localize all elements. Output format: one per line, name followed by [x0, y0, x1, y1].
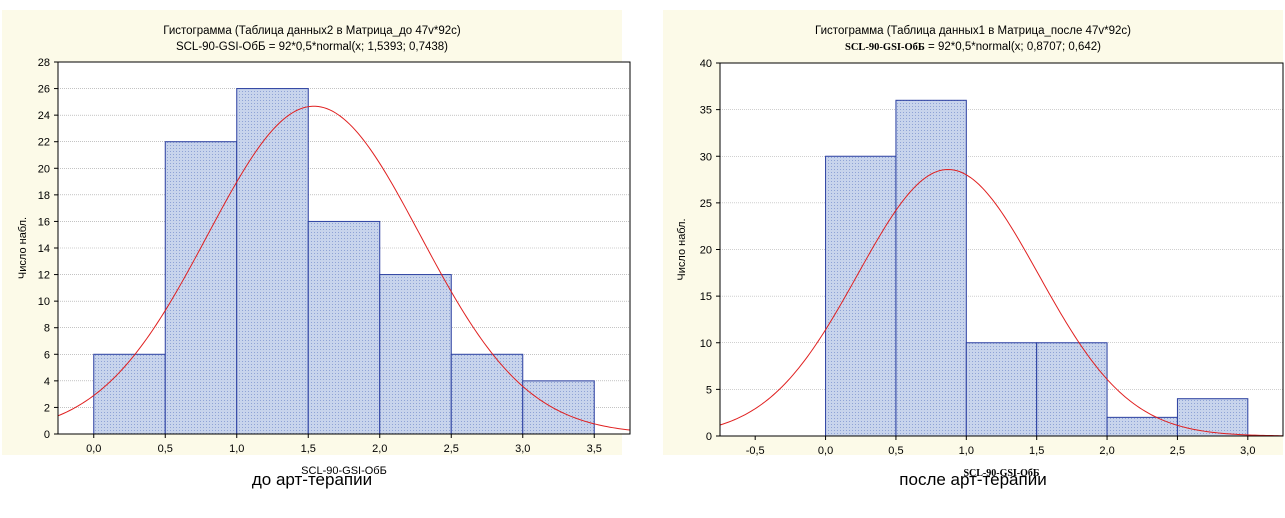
x-tick-label: 1,5 [1029, 445, 1044, 457]
x-axis-label: SCL-90-GSI-ОбБ [301, 465, 387, 477]
x-tick-label: 3,5 [587, 443, 602, 455]
y-tick-label: 14 [38, 243, 50, 255]
chart-subtitle: SCL-90-GSI-ОбБ = 92*0,5*normal(x; 1,5393… [175, 41, 449, 53]
subtitle-variable: SCL-90-GSI-ОбБ [844, 42, 925, 53]
histogram-panel-before: Гистограмма (Таблица данных2 в Матрица_д… [2, 10, 631, 477]
histogram-bar [1106, 416, 1178, 437]
x-tick-label: 0,5 [158, 443, 173, 455]
histogram-bar [825, 155, 897, 437]
y-tick-label: 15 [700, 291, 712, 303]
y-tick-label: 16 [38, 216, 50, 228]
subtitle-formula: = 92*0,5*normal(x; 0,8707; 0,642) [924, 41, 1101, 53]
y-tick-label: 12 [38, 270, 50, 282]
histogram-bar [450, 353, 524, 435]
x-tick-label: 1,0 [959, 445, 974, 457]
y-tick-label: 2 [44, 402, 50, 414]
histogram-chart-after: 0 5 10 15 20 25 30 35 40 -0,5 0,0 0,5 1,0 1,5 2,0 2,5 3,… [676, 58, 1284, 479]
x-tick-label: 2,0 [372, 443, 387, 455]
x-tick-label: 3,0 [1240, 445, 1255, 457]
x-tick-label: 0,0 [86, 443, 101, 455]
histogram-bar [965, 342, 1038, 437]
y-tick-label: 6 [44, 349, 50, 361]
x-tick-label: 3,0 [515, 443, 530, 455]
histogram-bar [1036, 342, 1108, 437]
x-tick-label: 2,0 [1099, 445, 1114, 457]
x-tick-label: -0,5 [746, 445, 765, 457]
y-tick-label: 22 [38, 137, 50, 149]
x-tick-label: 1,5 [301, 443, 316, 455]
chart-subtitle: SCL-90-GSI-ОбБ = 92*0,5*normal(x; 0,8707… [663, 41, 1283, 53]
caption-after: после арт-терапии [899, 470, 1047, 489]
histogram-bar [164, 141, 238, 435]
y-tick-label: 0 [44, 429, 50, 441]
x-tick-label: 0,0 [818, 445, 833, 457]
y-tick-label: 10 [38, 296, 50, 308]
histogram-bar [522, 380, 595, 435]
histogram-bar [379, 274, 452, 435]
caption-before: до арт-терапии [251, 470, 373, 489]
y-tick-label: 25 [700, 198, 712, 210]
y-tick-label: 10 [700, 338, 712, 350]
histogram-bar [1176, 398, 1249, 437]
plot-frame [719, 62, 1284, 437]
histogram-bar [236, 88, 309, 435]
y-tick-label: 0 [706, 431, 712, 443]
normal-fit-curve [57, 105, 631, 431]
y-tick-label: 28 [38, 57, 50, 69]
y-tick-label: 4 [44, 376, 50, 388]
histogram-bar [895, 99, 967, 437]
y-tick-label: 20 [700, 245, 712, 257]
histogram-panel-after: Гистограмма (Таблица данных1 в Матрица_п… [663, 10, 1284, 479]
y-axis-label: Число набл. [17, 217, 29, 279]
histogram-bar [93, 353, 166, 435]
y-tick-label: 24 [38, 110, 50, 122]
y-tick-label: 8 [44, 323, 50, 335]
y-tick-label: 26 [38, 84, 50, 96]
y-tick-label: 5 [706, 384, 712, 396]
x-axis-label: SCL-90-GSI-ОбБ [963, 468, 1039, 479]
y-tick-label: 20 [38, 163, 50, 175]
normal-fit-curve [719, 168, 1284, 437]
plot-frame [57, 61, 631, 435]
y-tick-label: 18 [38, 190, 50, 202]
x-tick-label: 1,0 [229, 443, 244, 455]
y-tick-label: 30 [700, 151, 712, 163]
y-tick-label: 35 [700, 105, 712, 117]
x-tick-label: 2,5 [444, 443, 459, 455]
chart-title: Гистограмма (Таблица данных2 в Матрица_д… [163, 25, 461, 37]
x-tick-label: 0,5 [888, 445, 903, 457]
y-tick-label: 40 [700, 58, 712, 70]
y-axis-label: Число набл. [676, 218, 688, 280]
chart-title: Гистограмма (Таблица данных1 в Матрица_п… [815, 25, 1131, 37]
x-tick-label: 2,5 [1170, 445, 1185, 457]
histogram-bar [307, 220, 381, 435]
